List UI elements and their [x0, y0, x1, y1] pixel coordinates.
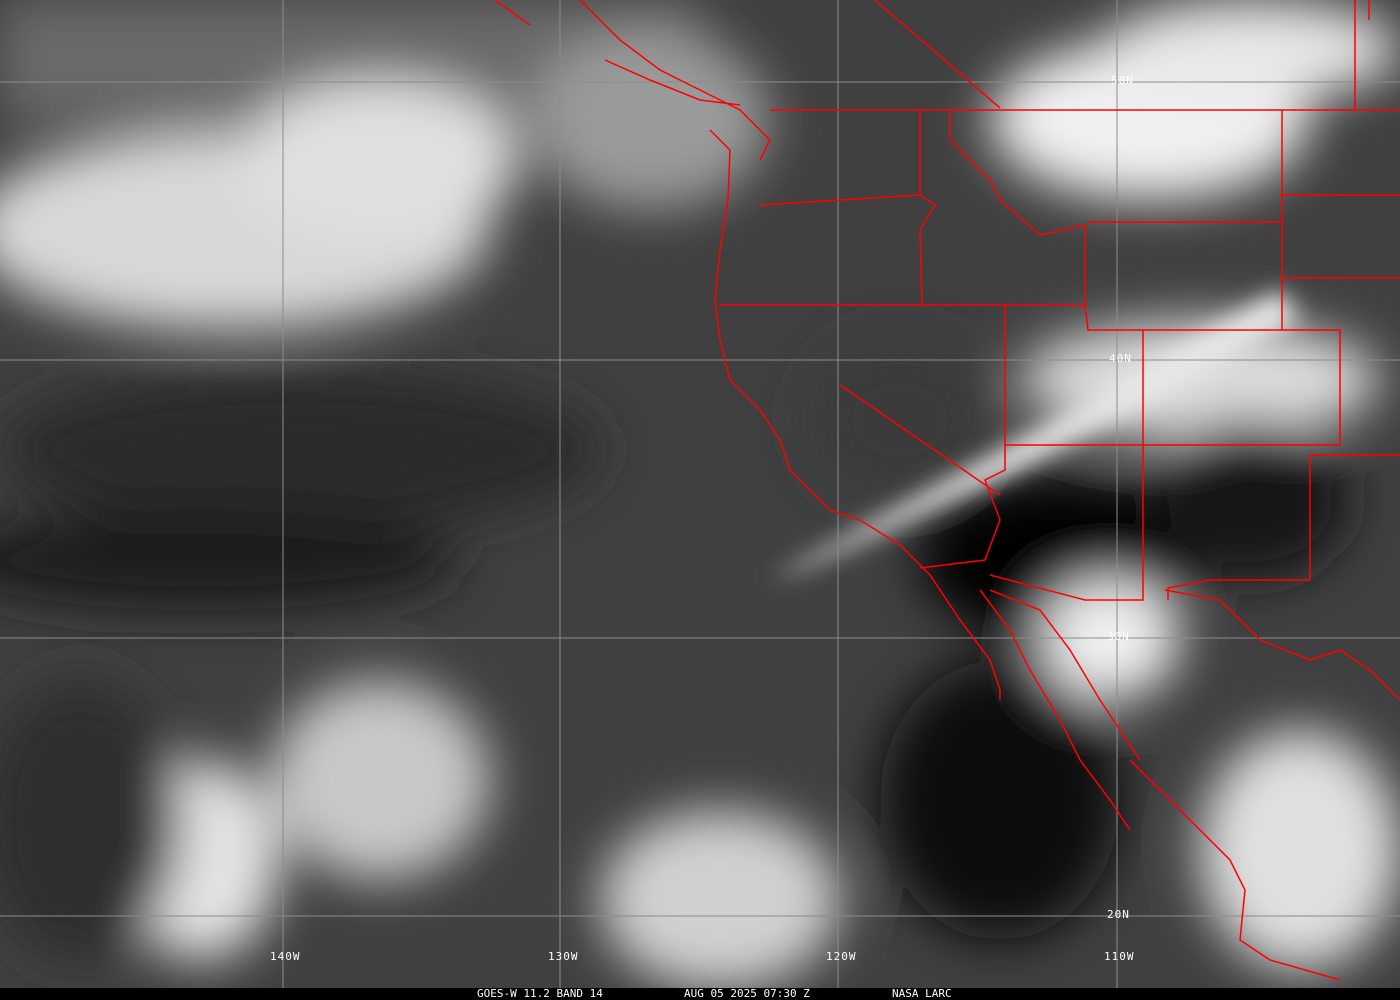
lon-label-140w: 140W [270, 950, 301, 963]
lon-label-120w: 120W [826, 950, 857, 963]
timestamp-label: AUG 05 2025 07:30 Z [684, 987, 810, 1000]
lat-label-30n: 30N [1107, 630, 1130, 643]
lat-label-50n: 50N [1111, 74, 1134, 87]
lon-label-110w: 110W [1104, 950, 1135, 963]
lon-label-130w: 130W [548, 950, 579, 963]
satellite-band-label: GOES-W 11.2 BAND 14 [477, 987, 603, 1000]
political-boundaries [494, 0, 1400, 981]
image-caption-bar: GOES-W 11.2 BAND 14 AUG 05 2025 07:30 Z … [0, 988, 1400, 1000]
source-label: NASA LARC [892, 987, 952, 1000]
lat-label-40n: 40N [1109, 352, 1132, 365]
lat-label-20n: 20N [1107, 908, 1130, 921]
